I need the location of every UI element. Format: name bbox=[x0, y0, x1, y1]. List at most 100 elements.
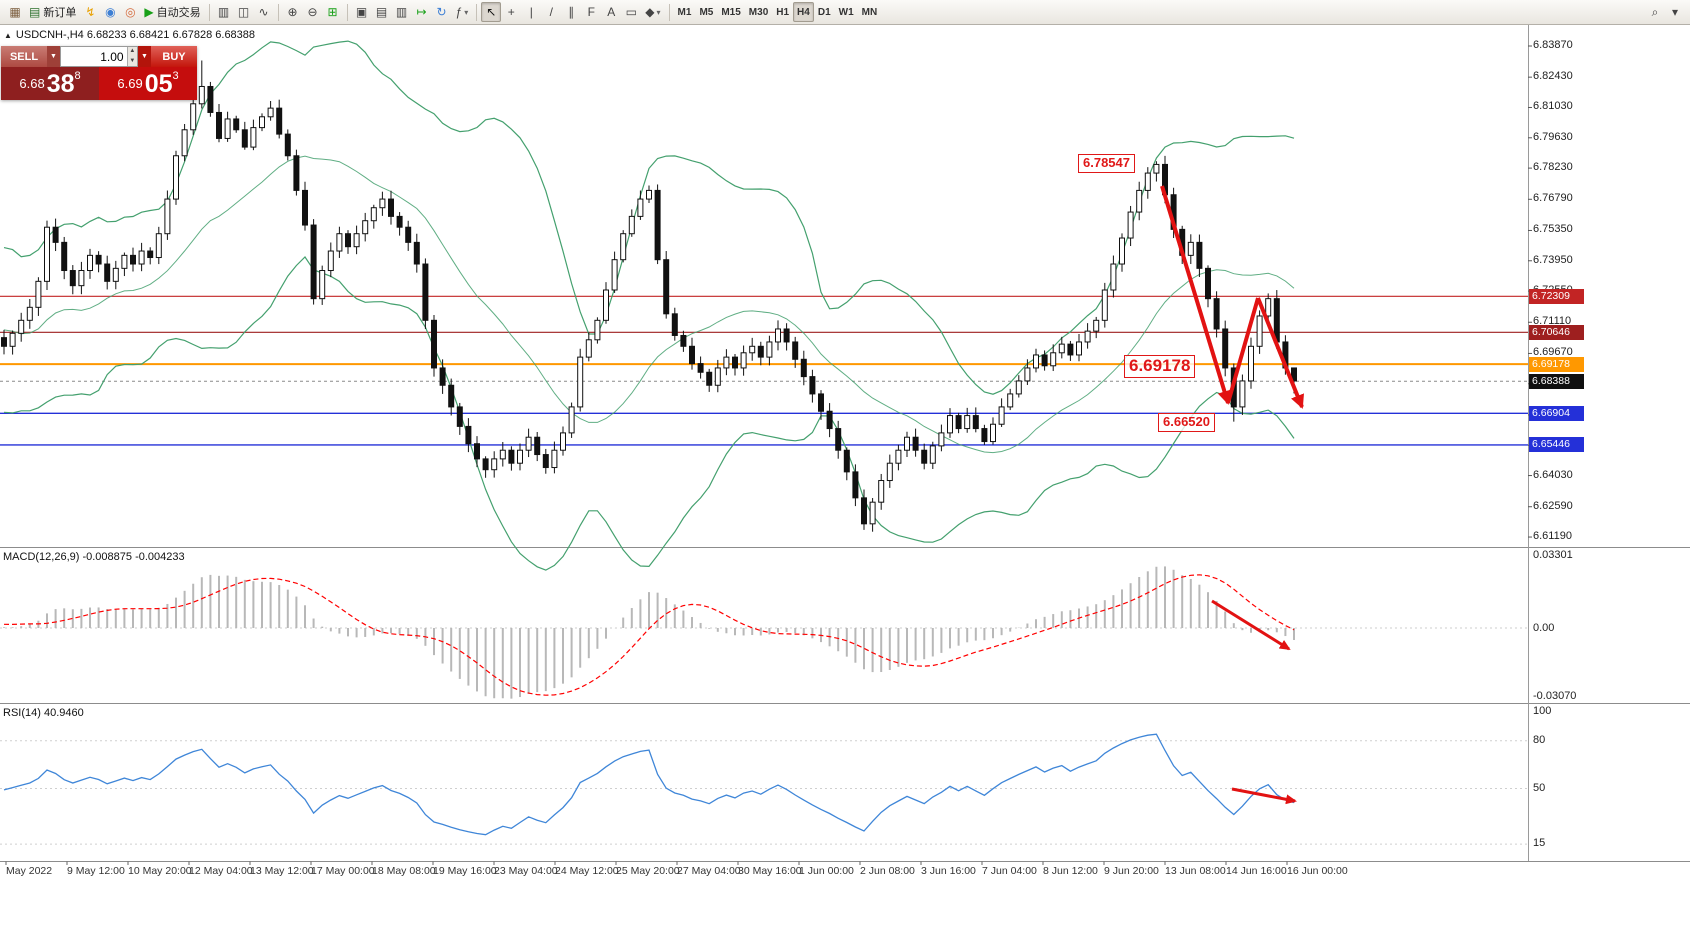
crosshair-icon[interactable]: + bbox=[501, 2, 521, 22]
text-label-icon[interactable]: ▭ bbox=[621, 2, 641, 22]
rsi-scale-tick: 15 bbox=[1533, 837, 1546, 850]
sell-options-dropdown-icon[interactable]: ▼ bbox=[47, 46, 60, 67]
search-icon[interactable]: ⌕ bbox=[1645, 2, 1665, 22]
timeframe-m1-button-label: M1 bbox=[677, 6, 692, 18]
equidistant-channel-icon[interactable]: ∥ bbox=[561, 2, 581, 22]
vertical-line-icon: | bbox=[529, 5, 533, 19]
auto-scroll-icon[interactable]: ↻ bbox=[432, 2, 452, 22]
text-icon[interactable]: A bbox=[601, 2, 621, 22]
buy-button[interactable]: BUY bbox=[151, 46, 197, 67]
community-icon[interactable]: ◉ bbox=[100, 2, 120, 22]
cascade-windows-icon[interactable]: ▣ bbox=[352, 2, 372, 22]
candles-layer bbox=[1, 60, 1297, 532]
tile-horizontally-icon: ▤ bbox=[375, 5, 388, 19]
rsi-scale-tick: 100 bbox=[1533, 705, 1552, 717]
symbol-ohlc-label: USDCNH-,H4 6.68233 6.68421 6.67828 6.683… bbox=[15, 29, 256, 41]
time-axis-label: 13 May 12:00 bbox=[250, 865, 314, 877]
timeframe-mn-button[interactable]: MN bbox=[858, 2, 882, 22]
price-scale-tick: 6.75350 bbox=[1533, 223, 1573, 236]
timeframe-m5-button-label: M5 bbox=[699, 6, 714, 18]
news-icon[interactable]: ◎ bbox=[120, 2, 140, 22]
price-tag-bid-price-line: 6.68388 bbox=[1529, 373, 1584, 389]
bar-chart-icon[interactable]: ▥ bbox=[214, 2, 234, 22]
tile-horizontally-icon[interactable]: ▤ bbox=[372, 2, 392, 22]
volume-decrease-button[interactable]: ▼ bbox=[127, 56, 137, 66]
tile-vertically-icon[interactable]: ▥ bbox=[392, 2, 412, 22]
chart-shift-icon[interactable]: ↦ bbox=[412, 2, 432, 22]
macd-signal-line bbox=[3, 574, 1295, 696]
volume-increase-button[interactable]: ▲ bbox=[127, 47, 137, 57]
shapes-icon[interactable]: ◆ ▾ bbox=[641, 2, 664, 22]
indicators-list-icon-dropdown-icon[interactable]: ▾ bbox=[464, 7, 469, 17]
price-tag-support-line-2: 6.65446 bbox=[1529, 437, 1584, 453]
buy-price-sup: 3 bbox=[172, 70, 179, 82]
bollinger-bands bbox=[3, 40, 1295, 571]
tile-windows-icon[interactable]: ⊞ bbox=[323, 2, 343, 22]
low-price-callout[interactable]: 6.66520 bbox=[1158, 413, 1215, 432]
high-price-callout[interactable]: 6.78547 bbox=[1078, 154, 1135, 173]
timeframe-m15-button[interactable]: M15 bbox=[717, 2, 744, 22]
price-tag-resistance-line-2: 6.70646 bbox=[1529, 324, 1584, 340]
sell-button[interactable]: SELL bbox=[1, 46, 47, 67]
auto-trading-button[interactable]: ▶ 自动交易 bbox=[140, 2, 204, 22]
fibonacci-icon[interactable]: F bbox=[581, 2, 601, 22]
timeframe-h1-button-label: H1 bbox=[776, 6, 790, 18]
price-scale-tick: 6.76790 bbox=[1533, 192, 1573, 205]
macd-panel-layer bbox=[0, 566, 1528, 699]
trendline-icon[interactable]: / bbox=[541, 2, 561, 22]
time-axis-label: 27 May 04:00 bbox=[677, 865, 741, 877]
autotrade-flash-icon[interactable]: ↯ bbox=[80, 2, 100, 22]
price-scale-tick: 6.83870 bbox=[1533, 38, 1573, 51]
search-icon: ⌕ bbox=[1651, 5, 1659, 19]
trend-arrows[interactable] bbox=[1160, 185, 1304, 805]
panel-separators bbox=[0, 25, 1690, 862]
timeframe-h1-button[interactable]: H1 bbox=[772, 2, 793, 22]
cursor-icon[interactable]: ↖ bbox=[481, 2, 502, 22]
time-axis-label: May 2022 bbox=[6, 865, 53, 877]
vertical-line-icon[interactable]: | bbox=[521, 2, 541, 22]
price-tag-pivot-line-orange: 6.69178 bbox=[1529, 356, 1584, 372]
time-axis-label: 18 May 08:00 bbox=[372, 865, 436, 877]
text-label-icon: ▭ bbox=[625, 5, 637, 19]
volume-input[interactable] bbox=[61, 47, 127, 66]
toolbar-right-icons: ⌕ ▾ bbox=[1645, 2, 1685, 22]
time-axis-label: 23 May 04:00 bbox=[494, 865, 558, 877]
zoom-in-icon: ⊕ bbox=[287, 5, 298, 19]
new-chart-icon: ▦ bbox=[9, 5, 21, 19]
price-scale-tick: 6.61190 bbox=[1533, 530, 1572, 543]
shapes-icon-dropdown-icon[interactable]: ▾ bbox=[656, 7, 661, 17]
new-chart-icon[interactable]: ▦ bbox=[5, 2, 25, 22]
rsi-panel-layer bbox=[0, 733, 1528, 845]
timeframe-h4-button[interactable]: H4 bbox=[793, 2, 814, 22]
indicators-list-icon[interactable]: ƒ ▾ bbox=[452, 2, 473, 22]
line-chart-icon[interactable]: ∿ bbox=[254, 2, 274, 22]
sell-price-display[interactable]: 6.68 38 8 bbox=[1, 67, 99, 100]
chart-title-bar: ▲ USDCNH-,H4 6.68233 6.68421 6.67828 6.6… bbox=[4, 29, 255, 41]
shapes-icon: ◆ bbox=[645, 5, 655, 19]
candlestick-chart-icon[interactable]: ◫ bbox=[234, 2, 254, 22]
timeframe-w1-button[interactable]: W1 bbox=[835, 2, 858, 22]
macd-scale-tick: 0.00 bbox=[1533, 622, 1555, 634]
tile-vertically-icon: ▥ bbox=[395, 5, 408, 19]
timeframe-d1-button[interactable]: D1 bbox=[814, 2, 835, 22]
timeframe-m5-button[interactable]: M5 bbox=[695, 2, 717, 22]
buy-options-dropdown-icon[interactable]: ▼ bbox=[138, 46, 151, 67]
zoom-out-icon[interactable]: ⊖ bbox=[303, 2, 323, 22]
price-scale-tick: 6.69670 bbox=[1533, 346, 1573, 359]
mid-price-callout[interactable]: 6.69178 bbox=[1124, 355, 1196, 378]
fibonacci-icon: F bbox=[587, 5, 595, 19]
auto-trading-button-label: 自动交易 bbox=[156, 7, 201, 19]
toolbar-more-icon[interactable]: ▾ bbox=[1665, 2, 1685, 22]
price-scale-tick: 6.82430 bbox=[1533, 70, 1573, 83]
price-scale-tick: 6.62590 bbox=[1533, 499, 1573, 512]
buy-price-display[interactable]: 6.69 05 3 bbox=[99, 67, 197, 100]
new-order-button[interactable]: ▤ 新订单 bbox=[25, 2, 80, 22]
one-click-panel-toggle-icon[interactable]: ▲ bbox=[4, 30, 12, 40]
price-scale-tick: 6.81030 bbox=[1533, 100, 1573, 113]
timeframe-m30-button[interactable]: M30 bbox=[745, 2, 772, 22]
trade-panel-controls: SELL ▼ ▲ ▼ ▼ BUY bbox=[1, 46, 197, 67]
rsi-trend-arrow bbox=[1231, 787, 1297, 805]
timeframe-m1-button[interactable]: M1 bbox=[674, 2, 696, 22]
zoom-in-icon[interactable]: ⊕ bbox=[283, 2, 303, 22]
